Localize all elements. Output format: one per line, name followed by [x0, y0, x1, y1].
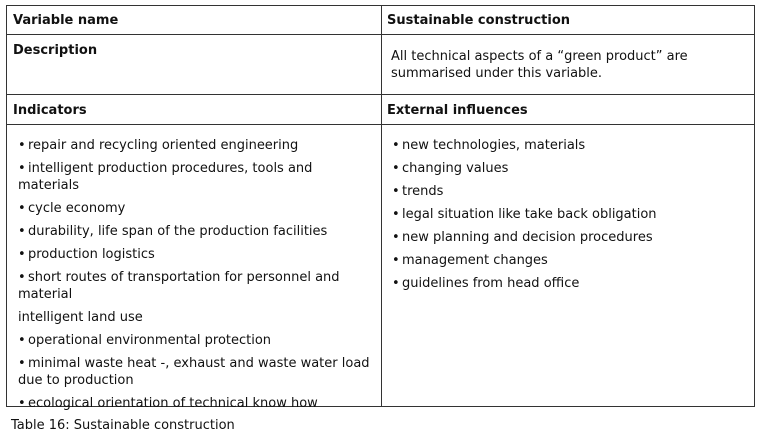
indicators-list: • repair and recycling oriented engineeri… [18, 137, 373, 412]
list-item-text: trends [402, 184, 444, 199]
list-item: • production logistics [18, 246, 373, 263]
list-item-text: operational environmental protection [28, 333, 272, 348]
list-item: • repair and recycling oriented engineeri… [18, 137, 373, 154]
row-divider-3 [7, 124, 754, 125]
bullet-icon: • [392, 138, 400, 153]
bullet-icon: • [18, 333, 26, 348]
bullet-icon: • [18, 201, 26, 216]
list-item: • changing values [392, 160, 747, 177]
bullet-icon: • [18, 161, 26, 176]
list-item: • management changes [392, 252, 747, 269]
bullet-icon: • [392, 207, 400, 222]
list-item-text: new planning and decision procedures [402, 230, 653, 245]
external-influences-list: • new technologies, materials • changing va… [392, 137, 747, 292]
external-influences-label: External influences [387, 103, 528, 118]
bullet-icon: • [18, 356, 26, 371]
list-item-text: intelligent land use [18, 310, 143, 325]
list-item-text: changing values [402, 161, 509, 176]
list-item-text: short routes of transportation for perso… [18, 270, 340, 302]
table-caption: Table 16: Sustainable construction [11, 418, 235, 433]
list-item-text: management changes [402, 253, 548, 268]
header-sustainable-construction: Sustainable construction [387, 13, 571, 28]
list-item: • short routes of transportation for pers… [18, 269, 373, 303]
list-item-text: minimal waste heat -, exhaust and waste … [18, 356, 370, 388]
list-item: • guidelines from head office [392, 275, 747, 292]
list-item: • legal situation like take back obligati… [392, 206, 747, 223]
indicators-list-container: • repair and recycling oriented engineeri… [18, 137, 373, 418]
bullet-icon: • [392, 253, 400, 268]
sustainable-construction-table: Variable name Sustainable construction D… [6, 5, 755, 411]
bullet-icon: • [18, 247, 26, 262]
list-item: • cycle economy [18, 200, 373, 217]
bullet-icon: • [18, 138, 26, 153]
row-divider-1 [7, 34, 754, 35]
list-item-text: ecological orientation of technical know… [28, 396, 318, 411]
description-label: Description [13, 43, 98, 58]
list-item-text: durability, life span of the production … [28, 224, 328, 239]
bullet-icon: • [392, 276, 400, 291]
list-item: • new planning and decision procedures [392, 229, 747, 246]
column-divider [381, 6, 382, 406]
bullet-icon: • [18, 270, 26, 285]
list-item: • new technologies, materials [392, 137, 747, 154]
description-text: All technical aspects of a “green produc… [391, 49, 688, 81]
bullet-icon: • [392, 184, 400, 199]
list-item-text: cycle economy [28, 201, 126, 216]
list-item-text: production logistics [28, 247, 155, 262]
row-divider-2 [7, 94, 754, 95]
bullet-icon: • [392, 161, 400, 176]
list-item: • minimal waste heat -, exhaust and waste… [18, 355, 373, 389]
header-variable-name: Variable name [13, 13, 119, 28]
indicators-label: Indicators [13, 103, 87, 118]
list-item-text: repair and recycling oriented engineerin… [28, 138, 299, 153]
bullet-icon: • [18, 396, 26, 411]
bullet-icon: • [18, 224, 26, 239]
list-item-text: legal situation like take back obligatio… [402, 207, 657, 222]
list-item-text: guidelines from head office [402, 276, 580, 291]
list-item: • trends [392, 183, 747, 200]
list-item-text: new technologies, materials [402, 138, 586, 153]
bullet-icon: • [392, 230, 400, 245]
list-item-text: intelligent production procedures, tools… [18, 161, 313, 193]
list-item: • intelligent production procedures, tool… [18, 160, 373, 194]
external-influences-list-container: • new technologies, materials • changing va… [392, 137, 747, 298]
list-item: intelligent land use [18, 309, 373, 326]
list-item: • operational environmental protection [18, 332, 373, 349]
list-item: • durability, life span of the production… [18, 223, 373, 240]
list-item: • ecological orientation of technical kno… [18, 395, 373, 412]
